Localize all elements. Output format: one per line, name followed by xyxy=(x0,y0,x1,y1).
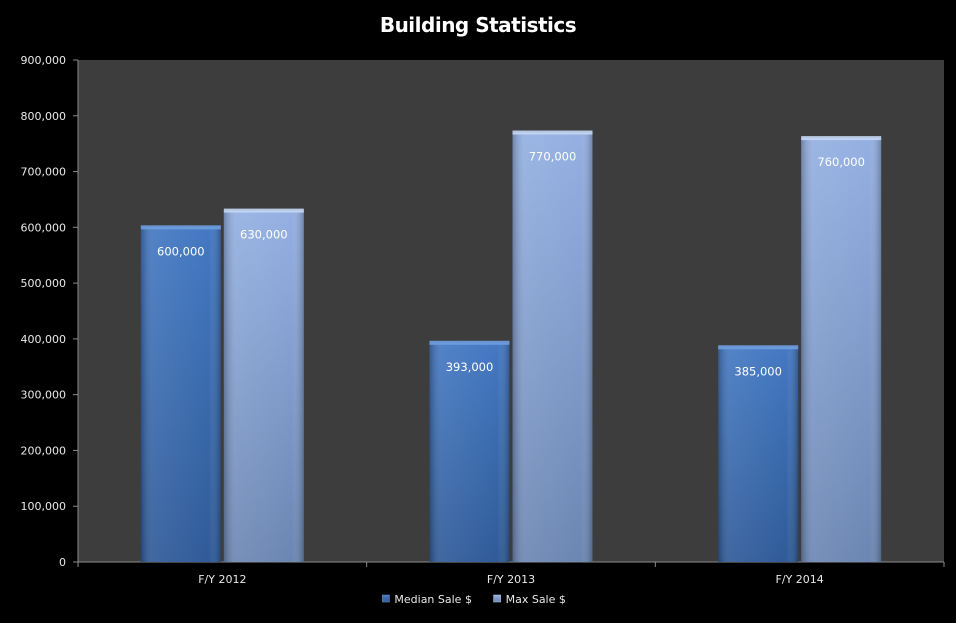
data-label: 600,000 xyxy=(157,244,205,258)
bar-cap xyxy=(718,345,799,350)
data-label: 385,000 xyxy=(734,364,782,378)
legend-label: Max Sale $ xyxy=(506,593,566,606)
bar-shade xyxy=(223,210,304,562)
bar-shade xyxy=(801,138,882,563)
bar-cap xyxy=(512,130,593,135)
y-tick-label: 300,000 xyxy=(21,389,67,402)
legend-label: Median Sale $ xyxy=(394,593,472,606)
chart-title: Building Statistics xyxy=(379,13,577,37)
x-tick-label: F/Y 2012 xyxy=(198,573,246,586)
y-tick-label: 800,000 xyxy=(21,110,67,123)
x-tick-label: F/Y 2013 xyxy=(487,573,535,586)
y-tick-label: 600,000 xyxy=(21,221,67,234)
bar-cap xyxy=(429,340,510,345)
data-label: 393,000 xyxy=(446,360,494,374)
bar-shade xyxy=(429,342,510,562)
x-tick-label: F/Y 2014 xyxy=(776,573,824,586)
bar-shade xyxy=(140,227,221,563)
bar-cap xyxy=(140,225,221,230)
data-label: 770,000 xyxy=(529,150,577,164)
legend-swatch xyxy=(493,594,501,603)
y-tick-label: 200,000 xyxy=(21,444,67,457)
legend-swatch xyxy=(382,594,390,603)
plot-area xyxy=(78,60,944,562)
bar-shade xyxy=(512,132,593,562)
y-tick-label: 500,000 xyxy=(21,277,67,290)
y-tick-label: 100,000 xyxy=(21,500,67,513)
bar-shade xyxy=(718,347,799,562)
bar-cap xyxy=(801,136,882,141)
y-tick-label: 0 xyxy=(59,556,66,569)
y-tick-label: 700,000 xyxy=(21,166,67,179)
y-tick-label: 400,000 xyxy=(21,333,67,346)
data-label: 760,000 xyxy=(817,155,865,169)
y-tick-label: 900,000 xyxy=(21,54,67,67)
bar-cap xyxy=(223,208,304,213)
data-label: 630,000 xyxy=(240,228,288,242)
